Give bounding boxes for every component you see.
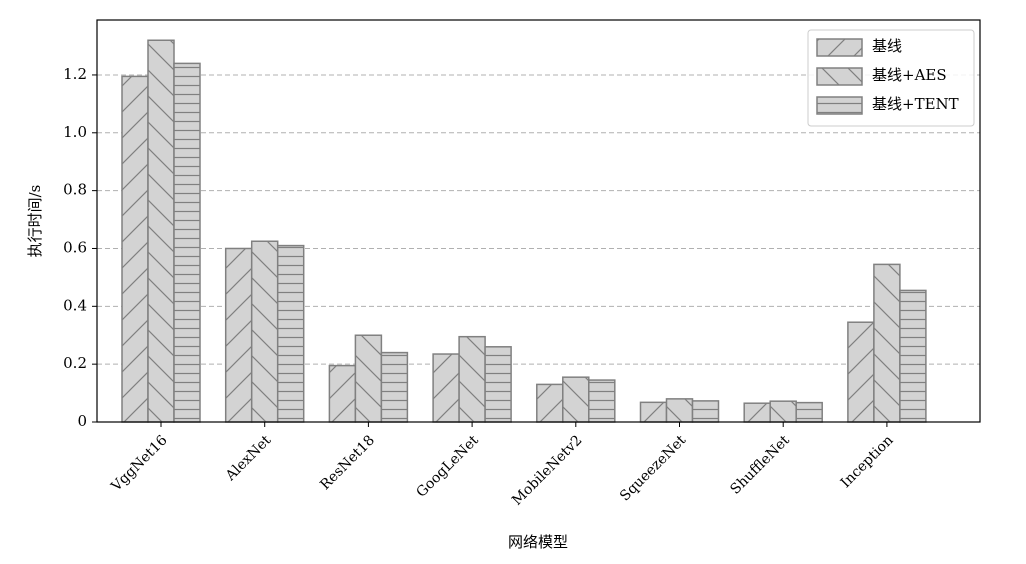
bar — [899, 289, 927, 423]
y-tick-label: 0.8 — [63, 181, 87, 199]
bar — [432, 353, 460, 423]
x-tick-label: ShuffleNet — [727, 432, 793, 498]
y-tick-label: 0 — [77, 412, 87, 430]
x-axis-label: 网络模型 — [508, 533, 568, 551]
bar — [691, 400, 720, 423]
bar — [743, 402, 771, 423]
bar — [354, 334, 383, 423]
y-tick-label: 1.2 — [63, 65, 87, 83]
y-tick-label: 0.6 — [63, 238, 87, 256]
bar — [484, 346, 512, 423]
bar — [795, 401, 823, 423]
bar — [121, 75, 149, 423]
legend-label: 基线+TENT — [872, 95, 959, 113]
y-tick-label: 0.4 — [63, 296, 87, 314]
x-tick-label: SqueezeNet — [617, 432, 689, 504]
x-tick-label: AlexNet — [222, 432, 275, 485]
y-axis-label: 执行时间/s — [26, 185, 44, 258]
bar — [224, 247, 253, 423]
y-tick-label: 1.0 — [63, 123, 87, 141]
bar — [588, 379, 616, 423]
bar — [562, 376, 590, 423]
bar — [328, 364, 357, 423]
bar — [147, 39, 175, 423]
bar — [873, 263, 901, 423]
x-tick-label: GoogLeNet — [413, 432, 482, 501]
legend-swatch — [816, 67, 863, 86]
x-tick-label: ResNet18 — [317, 432, 378, 493]
legend-label: 基线 — [872, 37, 902, 55]
bar — [665, 398, 694, 423]
legend-swatch — [816, 96, 863, 115]
bar — [639, 401, 668, 423]
y-tick-label: 0.2 — [63, 354, 87, 372]
bar — [769, 400, 797, 423]
bar — [276, 244, 305, 423]
x-tick-label: VggNet16 — [108, 432, 171, 495]
bar — [536, 383, 564, 423]
bar — [173, 62, 201, 423]
bar — [380, 351, 409, 423]
bar — [250, 240, 279, 423]
x-tick-label: Inception — [838, 432, 897, 491]
x-tick-label: MobileNetv2 — [509, 432, 585, 508]
legend-label: 基线+AES — [872, 66, 947, 84]
legend-swatch — [816, 38, 863, 57]
plot-frame — [96, 19, 981, 423]
bar — [847, 321, 875, 423]
bar — [458, 335, 486, 423]
